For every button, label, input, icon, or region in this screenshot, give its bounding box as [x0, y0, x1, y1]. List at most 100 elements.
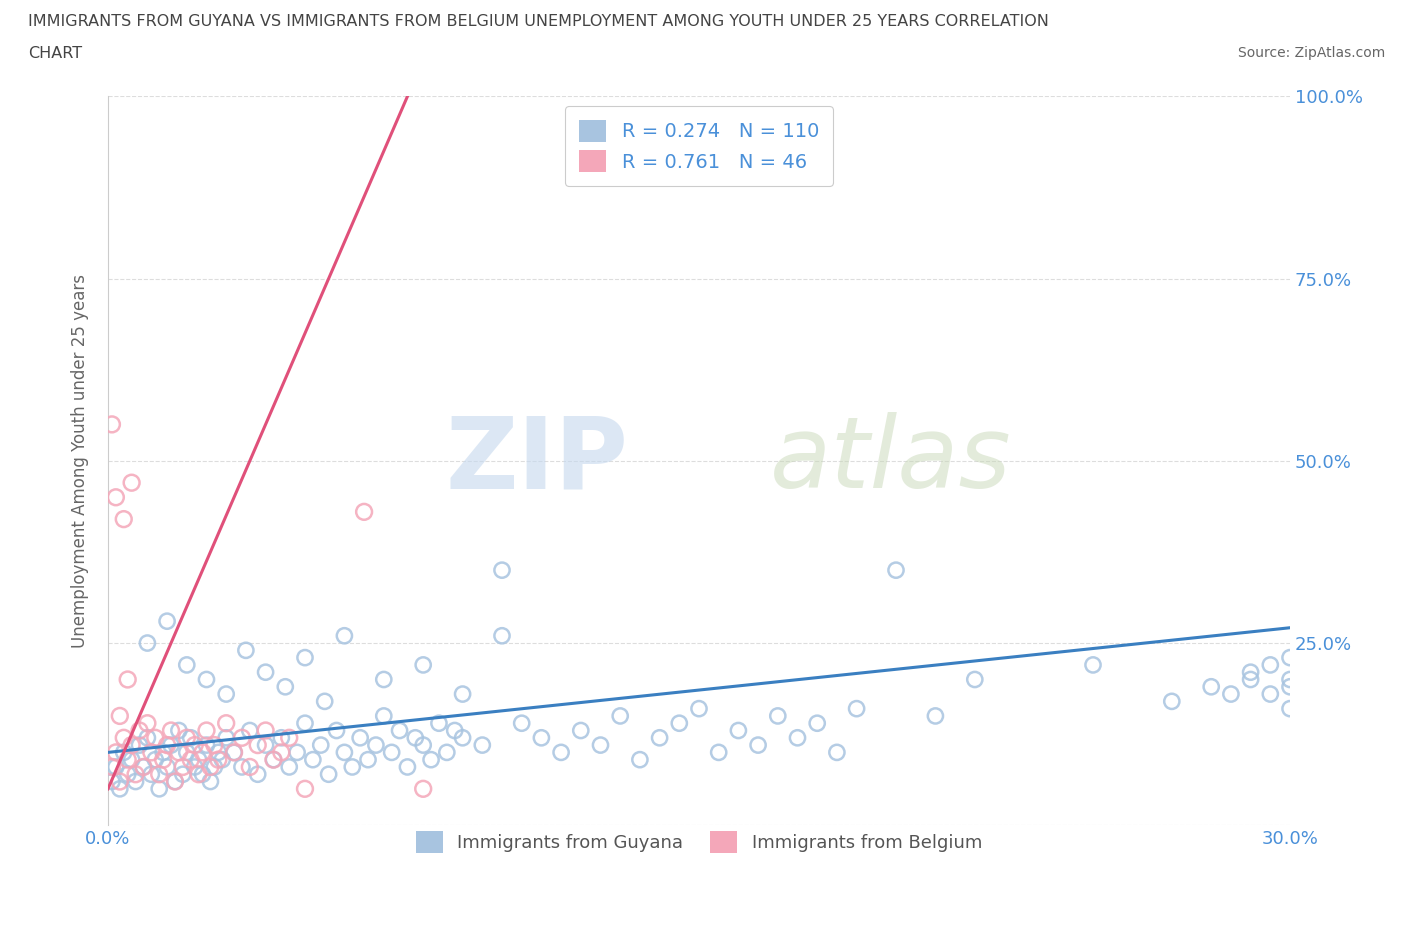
- Point: [124, 767, 146, 782]
- Point: [132, 760, 155, 775]
- Point: [141, 767, 163, 782]
- Point: [163, 774, 186, 789]
- Point: [121, 752, 143, 767]
- Point: [270, 730, 292, 745]
- Point: [235, 643, 257, 658]
- Point: [309, 737, 332, 752]
- Point: [357, 752, 380, 767]
- Point: [333, 629, 356, 644]
- Point: [148, 767, 170, 782]
- Point: [112, 730, 135, 745]
- Point: [1239, 665, 1261, 680]
- Point: [278, 760, 301, 775]
- Text: Source: ZipAtlas.com: Source: ZipAtlas.com: [1237, 46, 1385, 60]
- Point: [156, 760, 179, 775]
- Point: [136, 716, 159, 731]
- Point: [314, 694, 336, 709]
- Point: [239, 723, 262, 737]
- Point: [569, 723, 592, 737]
- Point: [628, 752, 651, 767]
- Point: [141, 745, 163, 760]
- Point: [108, 781, 131, 796]
- Point: [207, 745, 229, 760]
- Point: [270, 745, 292, 760]
- Point: [191, 745, 214, 760]
- Point: [231, 730, 253, 745]
- Point: [104, 745, 127, 760]
- Point: [254, 737, 277, 752]
- Point: [222, 745, 245, 760]
- Point: [1279, 679, 1302, 694]
- Point: [101, 417, 124, 432]
- Point: [191, 767, 214, 782]
- Point: [195, 723, 218, 737]
- Point: [121, 737, 143, 752]
- Point: [1279, 701, 1302, 716]
- Point: [333, 745, 356, 760]
- Point: [117, 767, 139, 782]
- Text: atlas: atlas: [770, 412, 1011, 510]
- Point: [263, 752, 285, 767]
- Point: [443, 723, 465, 737]
- Point: [451, 730, 474, 745]
- Point: [136, 730, 159, 745]
- Point: [550, 745, 572, 760]
- Point: [278, 730, 301, 745]
- Point: [285, 745, 308, 760]
- Point: [211, 752, 233, 767]
- Point: [806, 716, 828, 731]
- Point: [143, 730, 166, 745]
- Point: [727, 723, 749, 737]
- Point: [1199, 679, 1222, 694]
- Point: [202, 760, 225, 775]
- Point: [183, 737, 205, 752]
- Point: [427, 716, 450, 731]
- Point: [254, 665, 277, 680]
- Point: [239, 760, 262, 775]
- Point: [924, 709, 946, 724]
- Point: [167, 723, 190, 737]
- Point: [510, 716, 533, 731]
- Point: [136, 635, 159, 650]
- Point: [388, 723, 411, 737]
- Point: [152, 752, 174, 767]
- Point: [156, 737, 179, 752]
- Point: [381, 745, 404, 760]
- Point: [364, 737, 387, 752]
- Point: [318, 767, 340, 782]
- Point: [180, 730, 202, 745]
- Point: [963, 672, 986, 687]
- Point: [747, 737, 769, 752]
- Point: [254, 723, 277, 737]
- Point: [342, 760, 364, 775]
- Point: [202, 737, 225, 752]
- Point: [172, 767, 194, 782]
- Point: [766, 709, 789, 724]
- Text: CHART: CHART: [28, 46, 82, 61]
- Point: [396, 760, 419, 775]
- Point: [112, 745, 135, 760]
- Point: [187, 752, 209, 767]
- Point: [1160, 694, 1182, 709]
- Text: ZIP: ZIP: [446, 412, 628, 510]
- Point: [176, 730, 198, 745]
- Point: [1219, 686, 1241, 701]
- Point: [668, 716, 690, 731]
- Point: [373, 709, 395, 724]
- Point: [143, 752, 166, 767]
- Point: [1279, 672, 1302, 687]
- Point: [187, 767, 209, 782]
- Point: [215, 730, 238, 745]
- Point: [325, 723, 347, 737]
- Legend: Immigrants from Guyana, Immigrants from Belgium: Immigrants from Guyana, Immigrants from …: [409, 823, 990, 860]
- Point: [128, 737, 150, 752]
- Point: [1081, 658, 1104, 672]
- Point: [163, 774, 186, 789]
- Point: [156, 614, 179, 629]
- Point: [420, 752, 443, 767]
- Point: [176, 745, 198, 760]
- Point: [349, 730, 371, 745]
- Point: [294, 716, 316, 731]
- Point: [609, 709, 631, 724]
- Point: [491, 563, 513, 578]
